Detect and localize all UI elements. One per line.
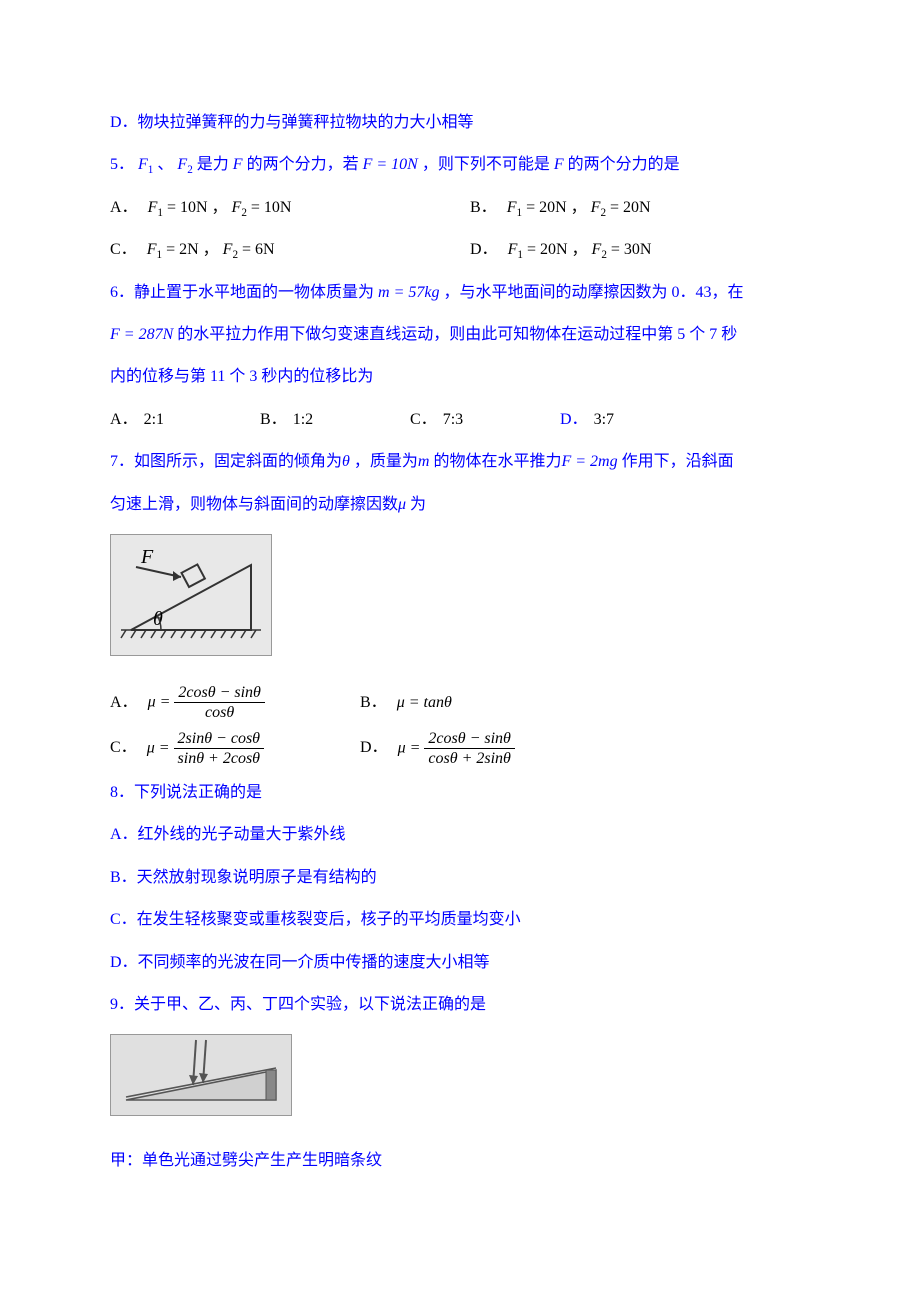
- q6-option-c: C．7:3: [410, 401, 560, 439]
- q9-caption: 甲：单色光通过劈尖产生产生明暗条纹: [110, 1142, 810, 1180]
- q5-stem: 5． F1 、 F2 是力 F 的两个分力，若 F = 10N ，则下列不可能是…: [110, 146, 810, 184]
- q7-option-a: A． μ = 2cosθ − sinθcosθ: [110, 683, 360, 722]
- q5-option-c: C． F1 = 2N ， F2 = 6N: [110, 231, 470, 269]
- q7-figure: F θ: [110, 534, 272, 656]
- q6-line2: F = 287N 的水平拉力作用下做匀变速直线运动，则由此可知物体在运动过程中第…: [110, 316, 810, 354]
- q7-line2: 匀速上滑，则物体与斜面间的动摩擦因数μ 为: [110, 486, 810, 524]
- q5-eq: F = 10N: [363, 156, 418, 173]
- opt-label: C．: [110, 241, 137, 258]
- q7-line1: 7．如图所示，固定斜面的倾角为θ ，质量为m 的物体在水平推力F = 2mg 作…: [110, 443, 810, 481]
- q7-option-b: B． μ = tanθ: [360, 693, 452, 712]
- q6-option-d: D．3:7: [560, 401, 710, 439]
- q6-line3: 内的位移与第 11 个 3 秒内的位移比为: [110, 358, 810, 396]
- q5-options-row2: C． F1 = 2N ， F2 = 6N D． F1 = 20N ， F2 = …: [110, 231, 810, 269]
- q5-F: F: [233, 156, 243, 173]
- q5-options-row1: A． F1 = 10N ， F2 = 10N B． F1 = 20N ， F2 …: [110, 189, 810, 227]
- opt-label: D．: [470, 241, 498, 258]
- q5-Fb: F: [554, 156, 564, 173]
- fig-F-label: F: [140, 546, 154, 568]
- opt-label: A．: [110, 199, 138, 216]
- q6-F: F = 287N: [110, 326, 173, 343]
- q9-figure: [110, 1034, 292, 1116]
- q7-options-row1: A． μ = 2cosθ − sinθcosθ B． μ = tanθ: [110, 683, 810, 722]
- q8-option-c: C．在发生轻核聚变或重核裂变后，核子的平均质量均变小: [110, 901, 810, 939]
- q8-option-d: D．不同频率的光波在同一介质中传播的速度大小相等: [110, 944, 810, 982]
- q8-option-a: A．红外线的光子动量大于紫外线: [110, 816, 810, 854]
- opt-label: B．: [470, 199, 497, 216]
- q5-option-d: D． F1 = 20N ， F2 = 30N: [470, 231, 651, 269]
- t: 的两个分力的是: [568, 156, 680, 173]
- q5-F1: F1: [138, 156, 153, 173]
- q7-option-d: D． μ = 2cosθ − sinθcosθ + 2sinθ: [360, 729, 515, 768]
- q6-option-b: B．1:2: [260, 401, 410, 439]
- q7-option-c: C． μ = 2sinθ − cosθsinθ + 2cosθ: [110, 729, 360, 768]
- q7-options-row2: C． μ = 2sinθ − cosθsinθ + 2cosθ D． μ = 2…: [110, 729, 810, 768]
- q6-line1: 6．静止置于水平地面的一物体质量为 m = 57kg ，与水平地面间的动摩擦因数…: [110, 274, 810, 312]
- q6-options: A．2:1 B．1:2 C．7:3 D．3:7: [110, 401, 810, 439]
- q5-option-a: A． F1 = 10N ， F2 = 10N: [110, 189, 470, 227]
- q4-option-d: D．物块拉弹簧秤的力与弹簧秤拉物块的力大小相等: [110, 104, 810, 142]
- t: 的两个分力，若: [247, 156, 359, 173]
- q5-F2: F2: [177, 156, 192, 173]
- q8-option-b: B．天然放射现象说明原子是有结构的: [110, 859, 810, 897]
- t: ，则下列不可能是: [422, 156, 550, 173]
- t: 是力: [197, 156, 229, 173]
- q5-numlabel: 5．: [110, 156, 134, 173]
- q9-stem: 9．关于甲、乙、丙、丁四个实验，以下说法正确的是: [110, 986, 810, 1024]
- sep: 、: [157, 156, 173, 173]
- q5-option-b: B． F1 = 20N ， F2 = 20N: [470, 189, 651, 227]
- q6-m: m = 57kg: [378, 284, 439, 301]
- q8-stem: 8．下列说法正确的是: [110, 774, 810, 812]
- q6-option-a: A．2:1: [110, 401, 260, 439]
